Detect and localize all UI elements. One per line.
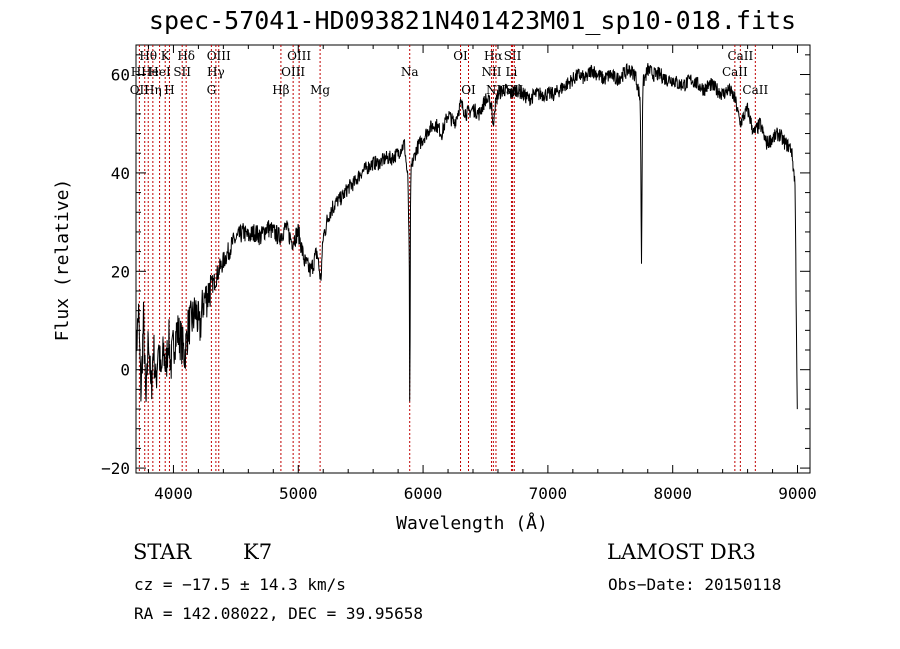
line-marker-label: Hβ (272, 83, 289, 97)
line-marker-label: G (207, 83, 217, 97)
object-class: STAR (133, 540, 192, 564)
line-marker-label: OIII (281, 65, 305, 79)
line-marker-label: H (164, 83, 174, 97)
line-marker-label: OI (461, 83, 476, 97)
x-tick-label: 4000 (154, 484, 193, 503)
obs-date: Obs−Date: 20150118 (608, 575, 782, 594)
line-marker-label: Na (401, 65, 419, 79)
x-tick-label: 9000 (778, 484, 817, 503)
line-marker-label: OI (453, 49, 468, 63)
series-layer (135, 63, 798, 410)
survey-name: LAMOST DR3 (607, 540, 756, 564)
line-marker-label: Hθ (139, 49, 157, 63)
x-axis: 4000 5000 6000 7000 8000 9000 (147, 45, 817, 503)
line-marker-label: CaII (722, 65, 748, 79)
x-tick-label: 6000 (404, 484, 443, 503)
y-axis: −20 0 20 40 60 (101, 54, 810, 478)
y-tick-label: 60 (111, 66, 130, 85)
line-marker-label: NII (481, 65, 501, 79)
x-tick-label: 5000 (279, 484, 318, 503)
x-axis-label: Wavelength (Å) (396, 512, 548, 534)
line-marker-label: HHe (131, 65, 159, 79)
redshift-cz: cz = −17.5 ± 14.3 km/s (134, 575, 346, 594)
spectrum-line (135, 63, 798, 410)
y-tick-label: 20 (111, 262, 130, 281)
line-marker-label: OIII (207, 49, 231, 63)
y-tick-label: 0 (120, 361, 130, 380)
line-marker-label: K (161, 49, 171, 63)
subclass: K7 (243, 540, 273, 564)
y-tick-label: −20 (101, 459, 130, 478)
line-marker-label: Mg (310, 83, 330, 97)
line-marker-label: Hγ (207, 65, 225, 79)
line-marker-label: OIII (287, 49, 311, 63)
x-tick-label: 7000 (529, 484, 568, 503)
line-marker-label: CaII (742, 83, 768, 97)
line-marker-label: SII (504, 49, 522, 63)
x-tick-label: 8000 (653, 484, 692, 503)
ra-dec: RA = 142.08022, DEC = 39.95658 (134, 604, 423, 623)
chart-title: spec-57041-HD093821N401423M01_sp10-018.f… (148, 6, 797, 35)
y-axis-label: Flux (relative) (52, 179, 73, 342)
line-marker-label: Hα (484, 49, 503, 63)
line-marker-label: CaII (727, 49, 753, 63)
line-marker-label: Li (506, 65, 518, 79)
line-marker-label: HeI (148, 65, 171, 79)
y-tick-label: 40 (111, 164, 130, 183)
line-marker-label: Hδ (177, 49, 195, 63)
line-marker-label: SII (173, 65, 191, 79)
line-marker-label: Hη (144, 83, 162, 97)
